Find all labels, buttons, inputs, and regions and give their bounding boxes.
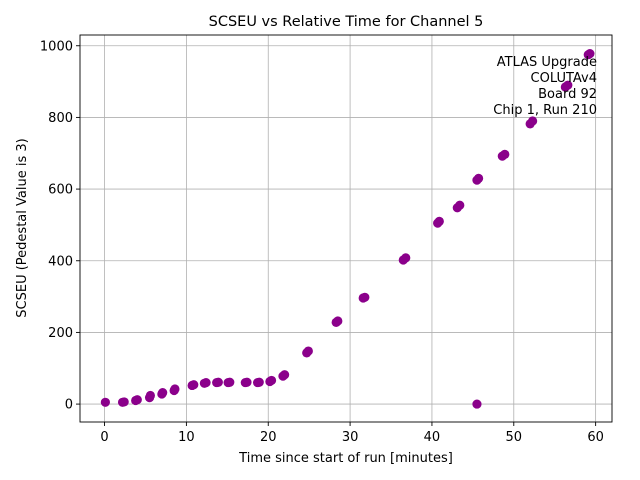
x-tick-label: 40 (424, 430, 441, 445)
data-point (201, 377, 211, 388)
y-tick-label: 600 (48, 183, 73, 198)
x-tick-label: 20 (260, 430, 277, 445)
data-point (500, 149, 510, 159)
x-tick-label: 30 (342, 430, 359, 445)
data-point (225, 377, 235, 387)
data-point (333, 316, 343, 326)
data-point (266, 375, 277, 386)
data-point (100, 397, 110, 407)
chart-title: SCSEU vs Relative Time for Channel 5 (209, 14, 484, 30)
data-points (100, 49, 595, 409)
data-point (189, 380, 199, 390)
x-tick-label: 50 (506, 430, 523, 445)
data-point (119, 397, 129, 407)
annotation-line-2: COLUTAv4 (531, 71, 597, 86)
x-axis-ticks: 0 10 20 30 40 50 60 (100, 422, 604, 445)
data-point (528, 116, 538, 126)
data-point (360, 292, 370, 302)
y-axis-label: SCSEU (Pedestal Value is 3) (15, 138, 30, 317)
data-point (280, 370, 290, 380)
y-tick-label: 400 (48, 254, 73, 269)
data-point (434, 216, 444, 226)
annotation-line-3: Board 92 (538, 87, 597, 102)
x-tick-label: 0 (100, 430, 108, 445)
y-axis-ticks: 0 200 400 600 800 1000 (40, 39, 80, 413)
data-point (254, 377, 264, 387)
data-point (473, 173, 484, 183)
annotation-line-4: Chip 1, Run 210 (493, 103, 597, 118)
grid-layer (80, 35, 612, 422)
data-point (213, 377, 223, 387)
annotation-line-1: ATLAS Upgrade (497, 55, 597, 70)
x-axis-label: Time since start of run [minutes] (238, 451, 453, 466)
data-point (242, 377, 252, 387)
y-tick-label: 200 (48, 326, 73, 341)
data-point (303, 346, 313, 356)
x-tick-label: 60 (587, 430, 604, 445)
annotation-box: ATLAS Upgrade COLUTAv4 Board 92 Chip 1, … (493, 55, 597, 118)
data-point (455, 200, 465, 210)
y-tick-label: 0 (65, 398, 73, 413)
data-point (170, 384, 180, 394)
x-tick-label: 10 (178, 430, 195, 445)
data-point (472, 399, 482, 409)
y-tick-label: 800 (48, 111, 73, 126)
data-point (563, 80, 573, 90)
y-tick-label: 1000 (40, 39, 73, 54)
data-point (145, 390, 155, 401)
data-point (401, 253, 411, 263)
data-point (132, 395, 142, 405)
data-point (158, 388, 168, 398)
data-point (585, 49, 595, 59)
plot-frame (79, 34, 613, 423)
